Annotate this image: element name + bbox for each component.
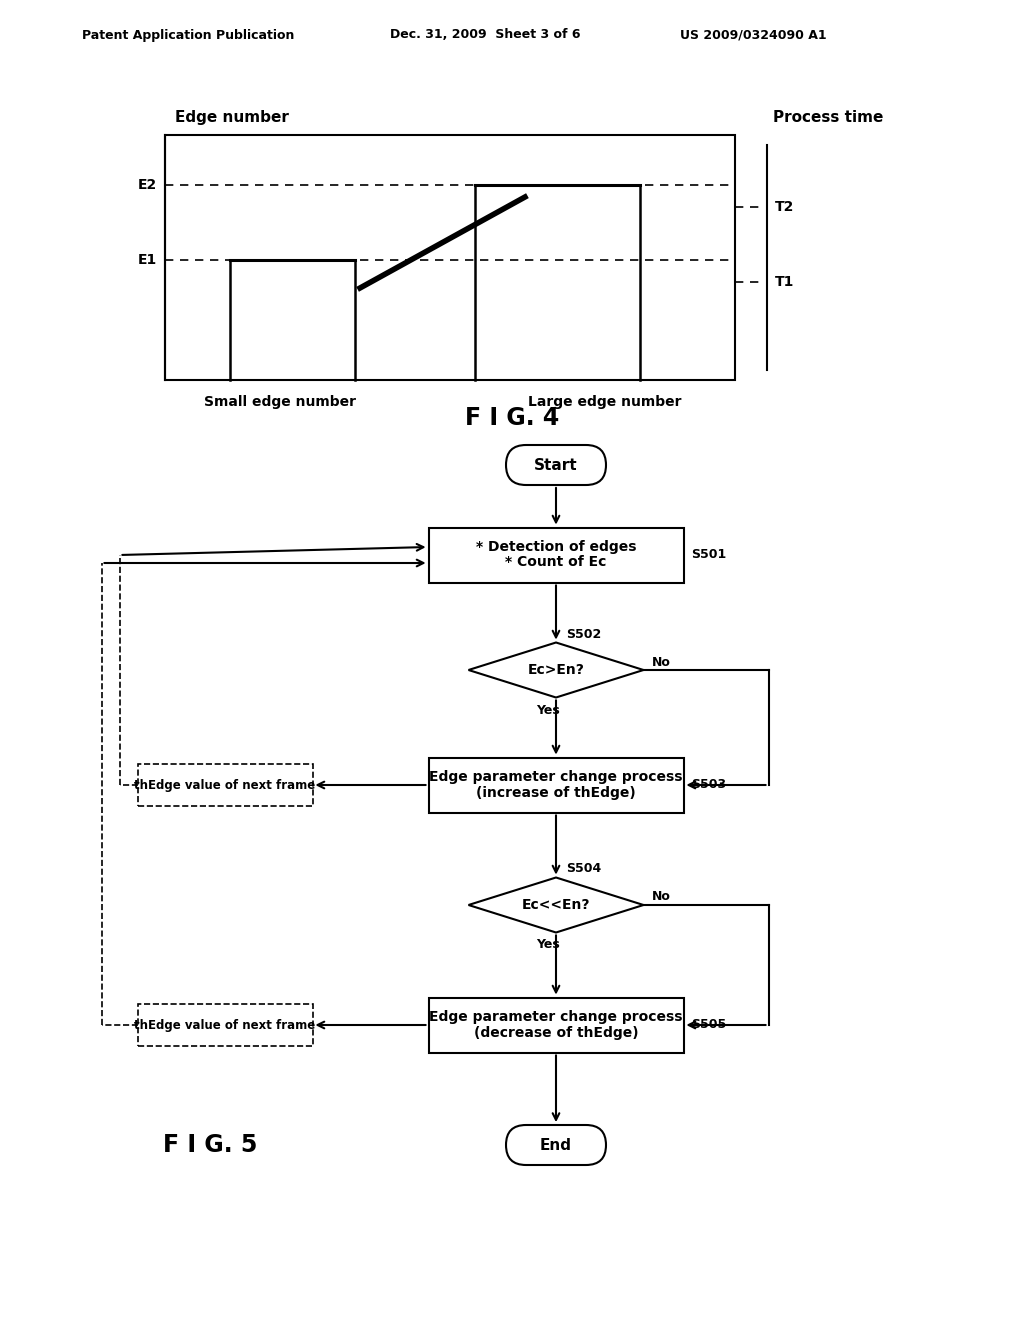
Bar [137, 764, 312, 807]
Text: F I G. 4: F I G. 4 [465, 407, 559, 430]
Text: E1: E1 [138, 253, 157, 267]
Text: Large edge number: Large edge number [528, 395, 682, 409]
Bar [165, 135, 735, 380]
Polygon shape [469, 878, 643, 932]
Text: thEdge value of next frame: thEdge value of next frame [134, 779, 315, 792]
Text: * Detection of edges: * Detection of edges [476, 540, 636, 554]
Text: S504: S504 [566, 862, 601, 875]
Text: thEdge value of next frame: thEdge value of next frame [134, 1019, 315, 1031]
Text: S502: S502 [566, 627, 601, 640]
Text: Process time: Process time [773, 110, 884, 125]
Text: Edge parameter change process: Edge parameter change process [429, 771, 683, 784]
Text: T1: T1 [775, 275, 795, 289]
Text: Patent Application Publication: Patent Application Publication [82, 29, 294, 41]
Text: End: End [540, 1138, 572, 1152]
Bar [428, 528, 683, 582]
Bar [137, 1005, 312, 1045]
Text: F I G. 5: F I G. 5 [163, 1133, 257, 1158]
Text: S503: S503 [691, 779, 727, 792]
Text: No: No [651, 656, 671, 668]
Text: S501: S501 [691, 549, 727, 561]
Bar [428, 758, 683, 813]
Text: Ec>En?: Ec>En? [527, 663, 585, 677]
Text: T2: T2 [775, 201, 795, 214]
Bar [428, 998, 683, 1052]
Text: US 2009/0324090 A1: US 2009/0324090 A1 [680, 29, 826, 41]
Text: Edge parameter change process: Edge parameter change process [429, 1011, 683, 1024]
FancyBboxPatch shape [506, 445, 606, 484]
Text: (decrease of thEdge): (decrease of thEdge) [474, 1026, 638, 1040]
Text: Dec. 31, 2009  Sheet 3 of 6: Dec. 31, 2009 Sheet 3 of 6 [390, 29, 581, 41]
Text: * Count of Ec: * Count of Ec [505, 556, 606, 569]
Text: Ec<<En?: Ec<<En? [522, 898, 590, 912]
Text: Start: Start [535, 458, 578, 473]
Text: Edge number: Edge number [175, 110, 289, 125]
Text: Yes: Yes [537, 939, 560, 952]
Text: No: No [651, 891, 671, 903]
Polygon shape [469, 643, 643, 697]
Text: Yes: Yes [537, 704, 560, 717]
FancyBboxPatch shape [506, 1125, 606, 1166]
Text: S505: S505 [691, 1019, 727, 1031]
Text: (increase of thEdge): (increase of thEdge) [476, 785, 636, 800]
Text: E2: E2 [138, 178, 157, 191]
Text: Small edge number: Small edge number [204, 395, 356, 409]
